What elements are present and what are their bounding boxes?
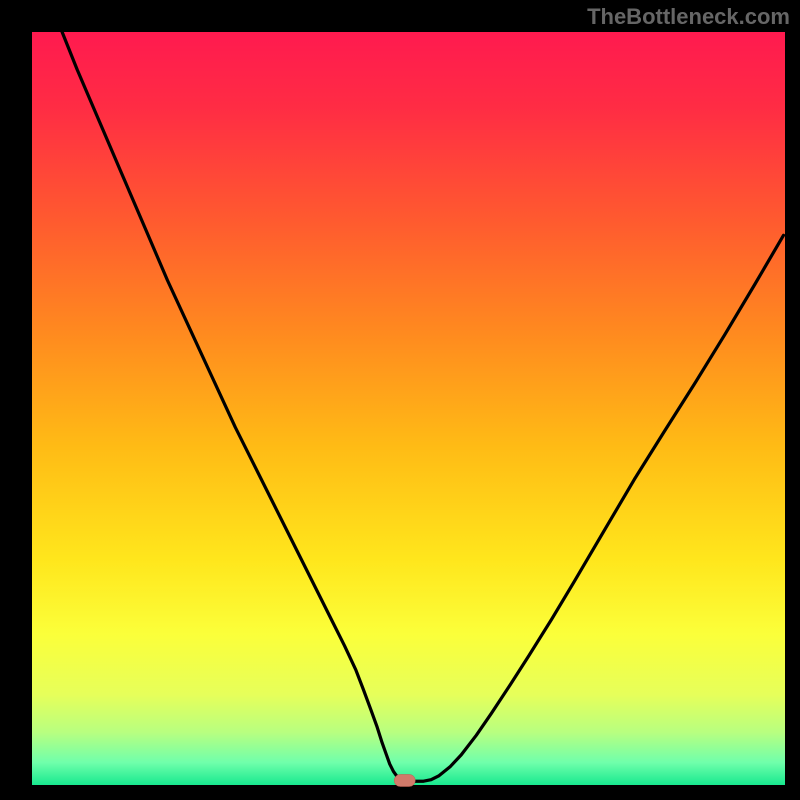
- watermark-text: TheBottleneck.com: [587, 4, 790, 30]
- bottleneck-chart: TheBottleneck.com: [0, 0, 800, 800]
- plot-area: [32, 32, 785, 785]
